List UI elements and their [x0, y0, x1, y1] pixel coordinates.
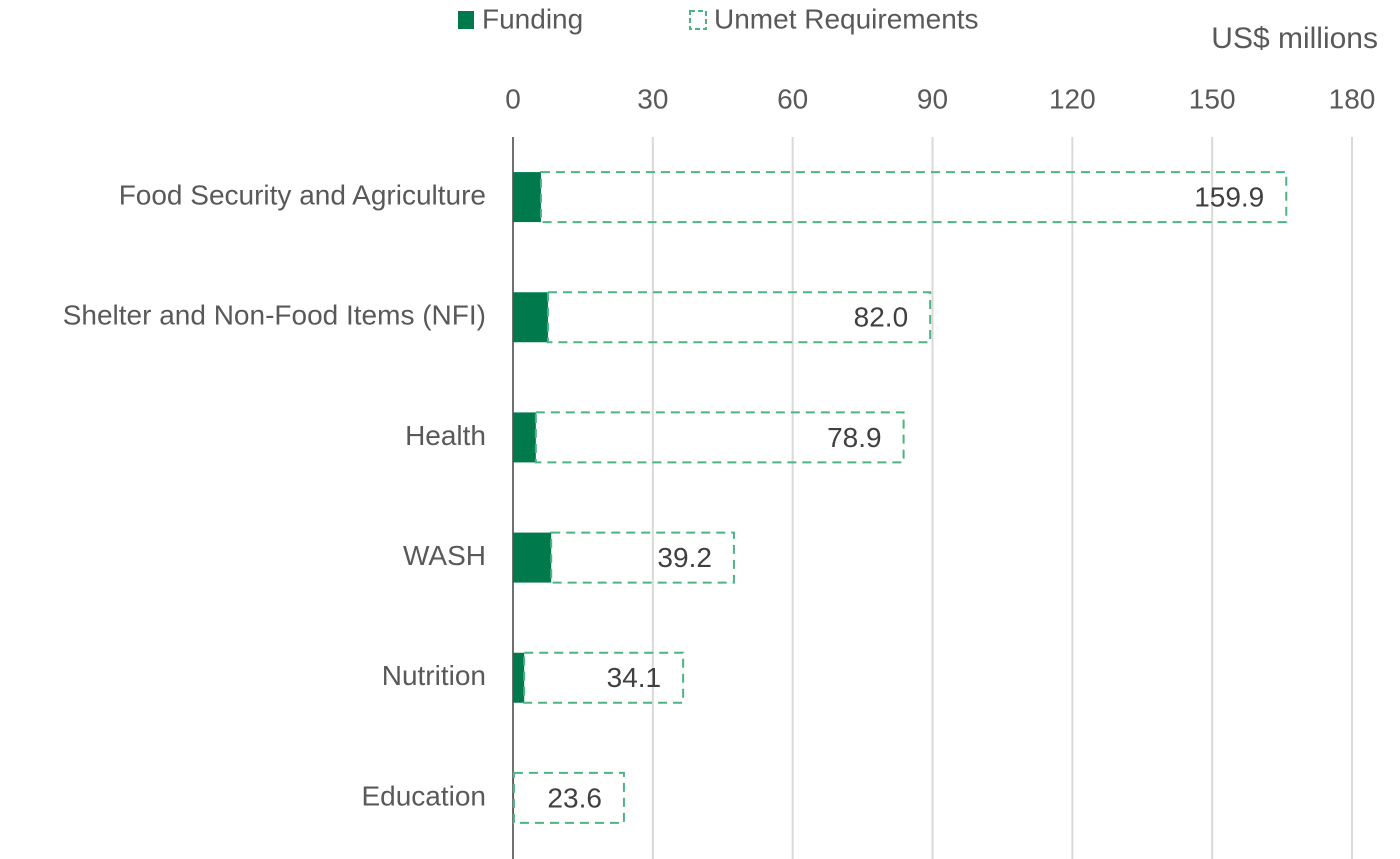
value-label: 82.0 — [854, 302, 909, 333]
x-tick-label: 30 — [637, 83, 668, 114]
x-tick-label: 0 — [505, 83, 521, 114]
bar-segment — [513, 652, 525, 703]
y-tick-label: Education — [361, 780, 486, 811]
x-tick-label: 150 — [1189, 83, 1236, 114]
value-label: 159.9 — [1194, 181, 1264, 212]
bar-segment — [539, 171, 1288, 224]
bar-segment — [513, 772, 514, 823]
legend-label: Unmet Requirements — [714, 3, 979, 34]
bar-segment — [523, 651, 685, 704]
value-label: 34.1 — [607, 662, 662, 693]
value-label: 78.9 — [827, 422, 882, 453]
value-label: 23.6 — [547, 782, 602, 813]
axis-label: US$ millions — [1211, 22, 1378, 55]
x-tick-label: 90 — [917, 83, 948, 114]
x-tick-label: 120 — [1049, 83, 1096, 114]
bar-segment — [513, 532, 552, 583]
bar-segment — [546, 291, 932, 344]
y-tick-label: Shelter and Non-Food Items (NFI) — [63, 300, 486, 331]
x-tick-label: 60 — [777, 83, 808, 114]
bar-segment — [513, 412, 536, 463]
y-tick-label: Food Security and Agriculture — [119, 179, 486, 210]
bar-segment — [513, 292, 548, 343]
legend-swatch — [458, 11, 474, 29]
bar-segment — [513, 172, 541, 223]
y-tick-label: Health — [405, 420, 486, 451]
value-label: 39.2 — [657, 542, 712, 573]
legend-label: Funding — [482, 3, 583, 34]
y-tick-label: Nutrition — [382, 660, 486, 691]
x-tick-label: 180 — [1329, 83, 1376, 114]
bar-segment — [512, 771, 625, 824]
bar-segment — [534, 411, 905, 464]
legend-swatch — [689, 10, 707, 30]
y-tick-label: WASH — [403, 540, 486, 571]
bar-segment — [550, 531, 735, 584]
